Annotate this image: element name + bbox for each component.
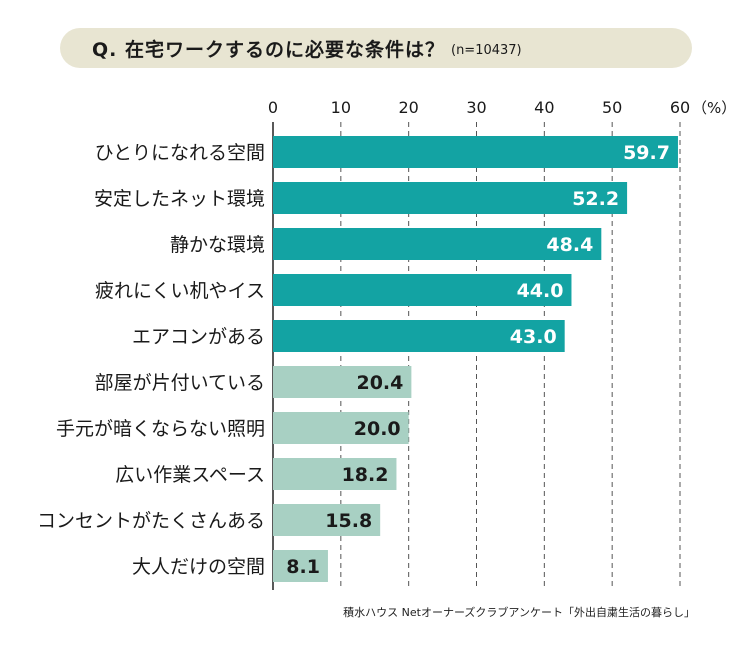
source-note: 積水ハウス Netオーナーズクラブアンケート「外出自粛生活の暮らし」: [343, 606, 695, 619]
data-label: 52.2: [572, 188, 619, 210]
chart-title-banner: Q. 在宅ワークするのに必要な条件は？ (n=10437): [60, 28, 692, 68]
data-label: 15.8: [325, 510, 372, 532]
category-label: 手元が暗くならない照明: [56, 418, 265, 440]
bar: [273, 458, 397, 490]
x-tick-label: 50: [602, 98, 622, 117]
category-label: 大人だけの空間: [132, 556, 265, 578]
category-label: 部屋が片付いている: [95, 372, 265, 394]
data-label: 43.0: [510, 326, 557, 348]
x-axis-unit: （%）: [692, 99, 735, 117]
x-tick-label: 10: [331, 98, 351, 117]
bar: [273, 274, 572, 306]
bar: [273, 412, 409, 444]
data-label: 20.0: [354, 418, 401, 440]
bar: [273, 320, 565, 352]
bar: [273, 136, 678, 168]
category-label: エアコンがある: [132, 326, 265, 348]
bar: [273, 366, 412, 398]
bar: [273, 550, 328, 582]
category-label: コンセントがたくさんある: [37, 510, 265, 532]
category-label: 静かな環境: [170, 234, 265, 256]
x-tick-label: 60: [670, 98, 690, 117]
data-label: 48.4: [546, 234, 593, 256]
bar: [273, 228, 602, 260]
category-label: ひとりになれる空間: [95, 142, 265, 164]
bar: [273, 504, 381, 536]
x-tick-label: 0: [268, 98, 278, 117]
bar: [273, 182, 628, 214]
category-label: 広い作業スペース: [115, 464, 265, 486]
chart-subtitle: (n=10437): [451, 42, 522, 58]
x-tick-label: 20: [398, 98, 418, 117]
x-tick-label: 40: [534, 98, 554, 117]
category-label: 安定したネット環境: [94, 188, 265, 210]
category-label: 疲れにくい机やイス: [95, 280, 265, 302]
chart-title: Q. 在宅ワークするのに必要な条件は？: [92, 38, 445, 61]
data-label: 8.1: [286, 556, 320, 578]
data-label: 18.2: [342, 464, 389, 486]
data-label: 44.0: [517, 280, 564, 302]
data-label: 59.7: [623, 142, 670, 164]
data-label: 20.4: [356, 372, 403, 394]
x-tick-label: 30: [466, 98, 486, 117]
